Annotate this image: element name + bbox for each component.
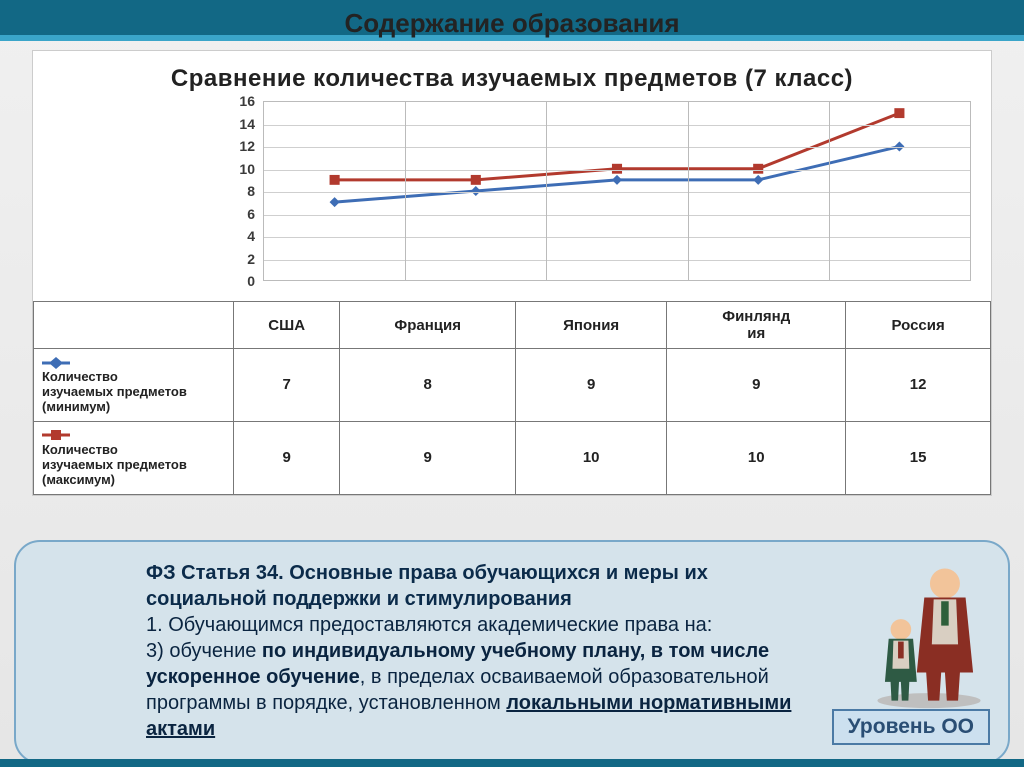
- y-tick-label: 0: [213, 273, 255, 289]
- series-marker-min: [330, 197, 340, 207]
- chart-panel: Сравнение количества изучаемых предметов…: [32, 50, 992, 496]
- category-header: Россия: [846, 302, 991, 349]
- y-tick-label: 4: [213, 228, 255, 244]
- series-line-min: [335, 147, 900, 203]
- table-cell: 9: [340, 421, 516, 494]
- grid-line: [264, 147, 970, 148]
- plot-area: [263, 101, 971, 281]
- y-tick-label: 6: [213, 206, 255, 222]
- category-header: Финлянд ия: [667, 302, 846, 349]
- table-cell: 9: [516, 349, 667, 422]
- table-cell: 10: [516, 421, 667, 494]
- table-cell: 15: [846, 421, 991, 494]
- legend-cell-min: Количество изучаемых предметов (минимум): [34, 349, 234, 422]
- series-marker-max: [894, 108, 904, 118]
- level-badge: Уровень ОО: [832, 709, 990, 745]
- grid-line: [264, 237, 970, 238]
- chart-plot: 0246810121416: [213, 101, 971, 301]
- table-corner-cell: [34, 302, 234, 349]
- series-marker-max: [471, 175, 481, 185]
- table-cell: 12: [846, 349, 991, 422]
- table-cell: 8: [340, 349, 516, 422]
- grid-line: [264, 170, 970, 171]
- table-cell: 9: [667, 349, 846, 422]
- legend-cell-max: Количество изучаемых предметов (максимум…: [34, 421, 234, 494]
- law-line-2-pre: 3) обучение: [146, 640, 262, 662]
- series-marker-max: [330, 175, 340, 185]
- category-divider: [688, 102, 689, 280]
- category-header: США: [234, 302, 340, 349]
- people-icon: [864, 560, 994, 710]
- category-header: Франция: [340, 302, 516, 349]
- series-marker-min: [471, 186, 481, 196]
- law-title: ФЗ Статья 34. Основные права обучающихся…: [146, 562, 708, 610]
- law-line-1: 1. Обучающимся предоставляются академиче…: [146, 614, 712, 636]
- series-marker-min: [753, 175, 763, 185]
- y-tick-label: 10: [213, 161, 255, 177]
- series-marker-min: [612, 175, 622, 185]
- bottom-bar: [0, 759, 1024, 767]
- category-divider: [405, 102, 406, 280]
- category-divider: [829, 102, 830, 280]
- grid-line: [264, 125, 970, 126]
- chart-data-table: СШАФранцияЯпонияФинлянд ияРоссия Количест…: [33, 301, 991, 495]
- y-tick-label: 16: [213, 93, 255, 109]
- grid-line: [264, 260, 970, 261]
- page-title: Содержание образования: [0, 8, 1024, 39]
- y-tick-label: 12: [213, 138, 255, 154]
- legend-label: Количество изучаемых предметов (минимум): [42, 370, 192, 415]
- chart-title: Сравнение количества изучаемых предметов…: [33, 61, 991, 101]
- grid-line: [264, 192, 970, 193]
- table-cell: 10: [667, 421, 846, 494]
- category-header: Япония: [516, 302, 667, 349]
- y-tick-label: 14: [213, 116, 255, 132]
- category-divider: [546, 102, 547, 280]
- y-tick-label: 2: [213, 251, 255, 267]
- table-cell: 9: [234, 421, 340, 494]
- y-tick-label: 8: [213, 183, 255, 199]
- grid-line: [264, 215, 970, 216]
- legend-label: Количество изучаемых предметов (максимум…: [42, 443, 192, 488]
- table-cell: 7: [234, 349, 340, 422]
